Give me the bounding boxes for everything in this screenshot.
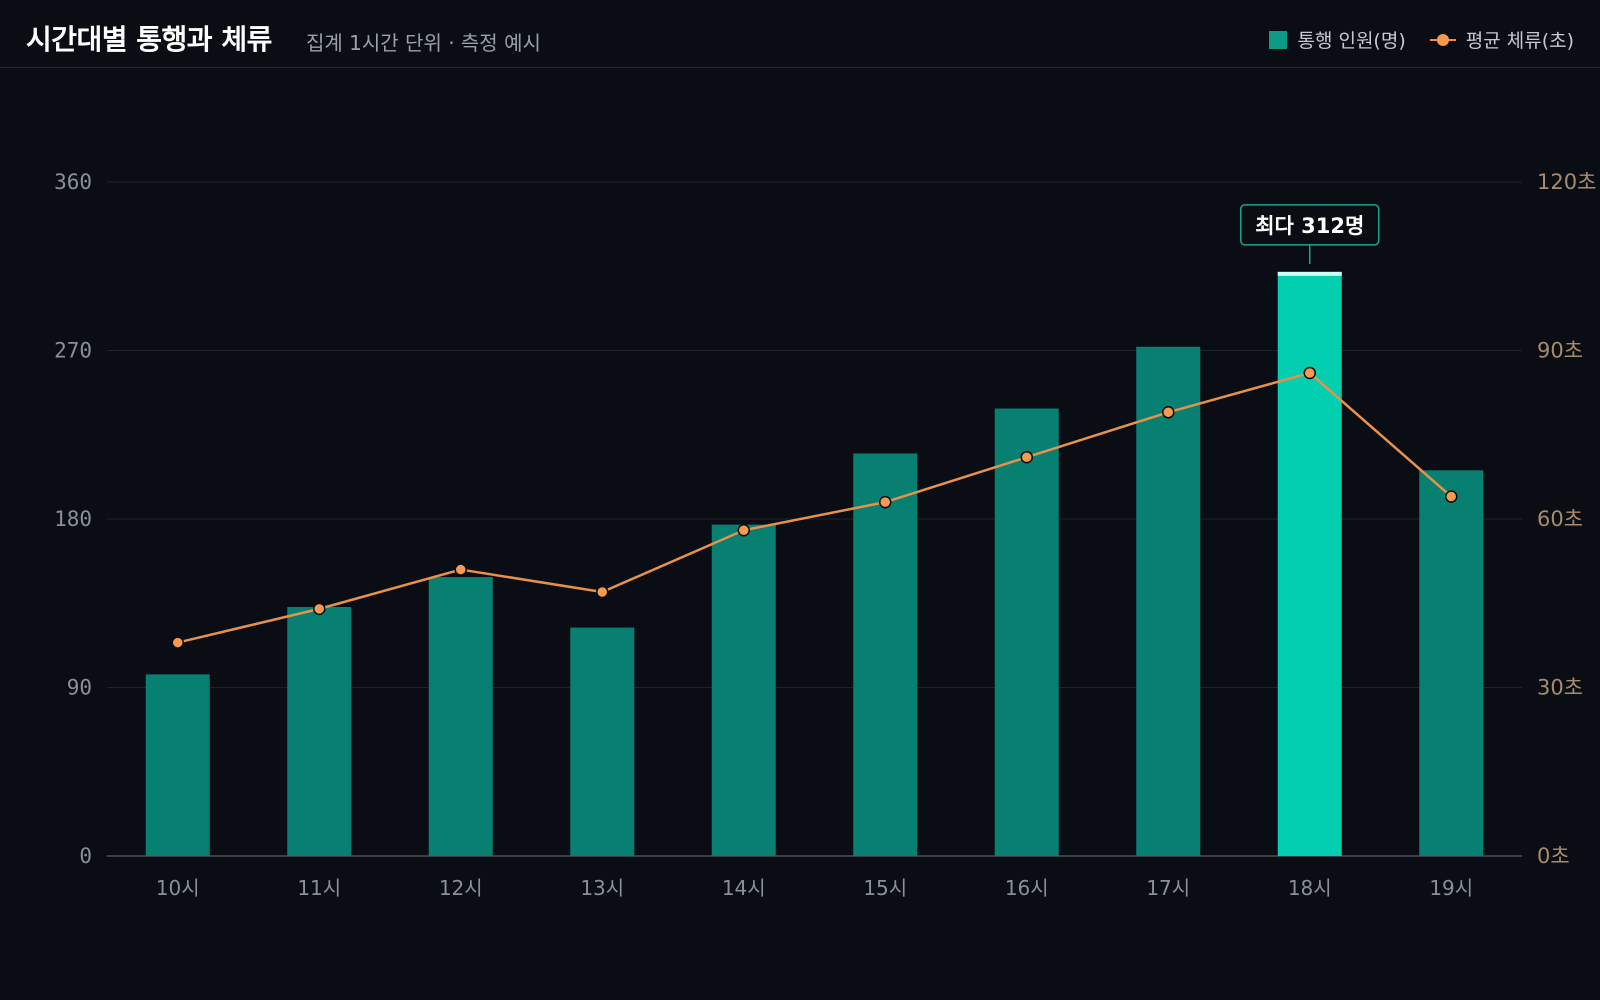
y-right-tick-label: 90초 (1537, 339, 1583, 363)
bar (994, 408, 1059, 856)
line-point (1445, 490, 1458, 503)
chart-header: 시간대별 통행과 체류 집계 1시간 단위 · 측정 예시 통행 인원(명) 평… (0, 0, 1600, 68)
legend: 통행 인원(명) 평균 체류(초) (1269, 26, 1574, 53)
callout-box (1240, 204, 1380, 246)
legend-item-bar: 통행 인원(명) (1269, 26, 1406, 53)
y-left-tick-label: 0 (79, 844, 92, 868)
x-tick-label: 15시 (863, 876, 907, 900)
legend-bar-label: 통행 인원(명) (1297, 30, 1406, 52)
line-point (1303, 366, 1316, 380)
line-series (177, 371, 1453, 644)
x-tick-label: 14시 (722, 876, 766, 900)
line-point (1020, 450, 1033, 464)
bar-highlight-cap (1277, 271, 1342, 276)
bar (145, 674, 210, 856)
line-point (1162, 406, 1175, 419)
line-point (313, 602, 326, 616)
chart-title: 시간대별 통행과 체류 (26, 23, 272, 56)
y-left-tick-label: 180 (54, 507, 92, 531)
bar (1419, 470, 1484, 856)
line-point (454, 563, 467, 576)
x-tick-label: 19시 (1429, 876, 1473, 900)
y-right-tick-label: 120초 (1537, 170, 1596, 194)
x-tick-label: 10시 (156, 876, 200, 900)
x-tick-label: 11시 (297, 876, 341, 900)
x-tick-label: 17시 (1146, 876, 1190, 900)
bar (1277, 271, 1342, 856)
line-point (737, 523, 750, 537)
y-left-tick-label: 360 (54, 170, 92, 194)
x-tick-label: 12시 (439, 876, 483, 900)
bar (570, 627, 635, 856)
bar (853, 453, 918, 856)
legend-line-label: 평균 체류(초) (1465, 30, 1574, 52)
line-point (596, 585, 609, 599)
legend-item-line: 평균 체류(초) (1429, 26, 1574, 53)
line-point (879, 495, 892, 509)
line-point (171, 636, 184, 649)
bar (711, 524, 776, 856)
bar-swatch-icon (1269, 30, 1288, 49)
callout-label: 최다 312명 (1255, 214, 1364, 238)
y-left-tick-label: 270 (54, 339, 92, 363)
bar (428, 577, 493, 856)
y-right-tick-label: 0초 (1537, 844, 1570, 868)
y-left-tick-label: 90 (67, 676, 92, 700)
x-tick-label: 18시 (1288, 876, 1332, 900)
y-right-tick-label: 30초 (1537, 676, 1583, 700)
line-swatch-icon (1429, 31, 1456, 49)
chart-subtitle: 집계 1시간 단위 · 측정 예시 (306, 31, 541, 55)
bar (287, 606, 352, 856)
x-tick-label: 16시 (1005, 876, 1049, 900)
bar (1136, 346, 1201, 856)
x-tick-label: 13시 (580, 876, 624, 900)
y-right-tick-label: 60초 (1537, 507, 1583, 531)
